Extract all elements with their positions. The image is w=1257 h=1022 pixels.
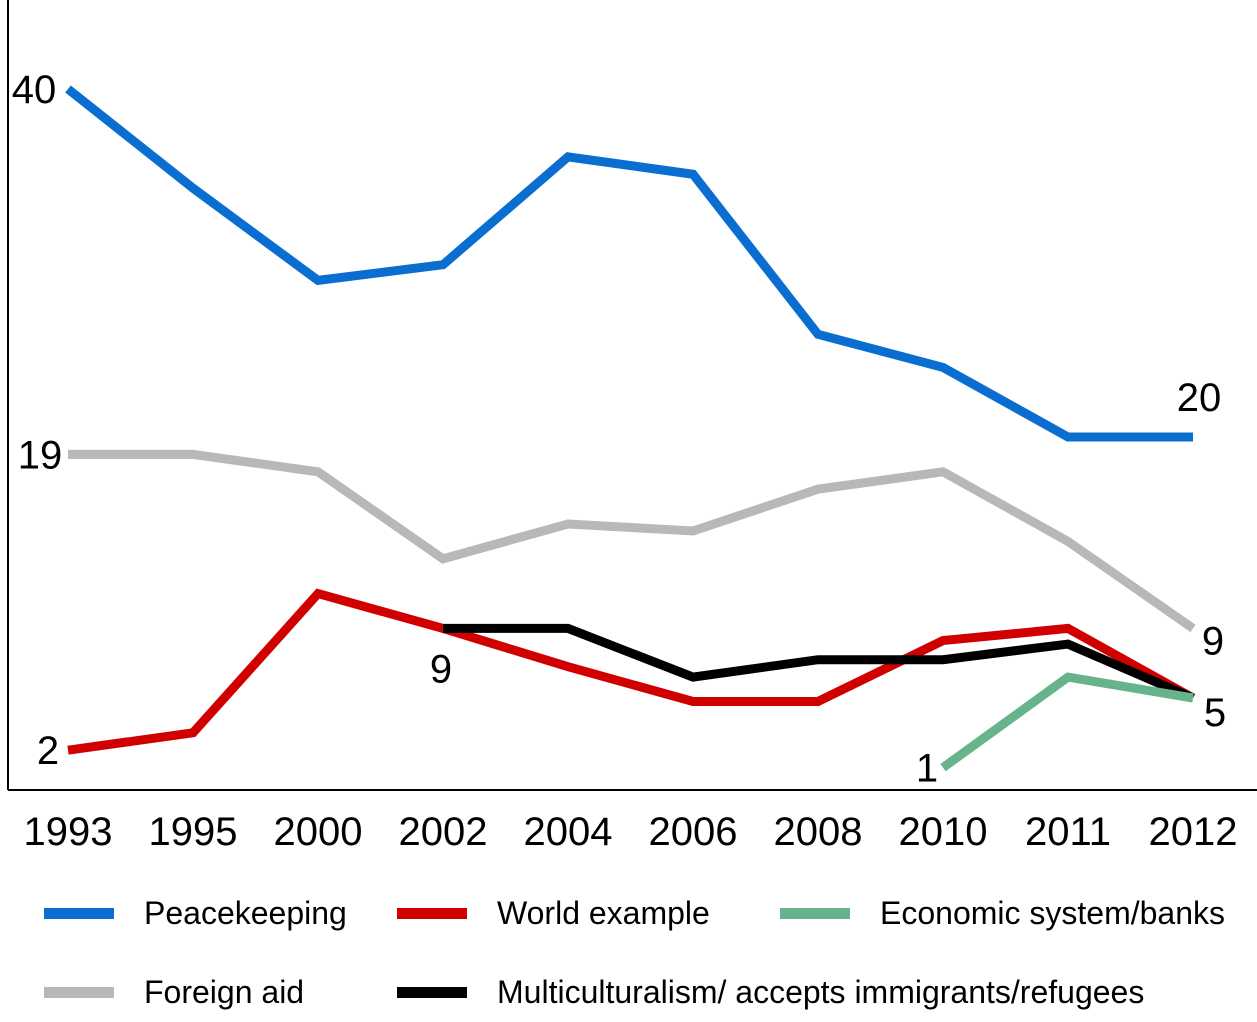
- x-tick-label-2008: 2008: [774, 810, 863, 854]
- legend-label-peacekeeping: Peacekeeping: [144, 894, 347, 931]
- x-tick-label-2006: 2006: [649, 810, 738, 854]
- data-label-peacekeeping-1993: 40: [12, 68, 57, 112]
- series-line-multiculturalism-accepts-immigrants-refugees: [443, 623, 1195, 703]
- line-chart: 1993 1995 2000 2002 2004 2006 2008 2010 2011 2012…: [7, 0, 1257, 854]
- data-label-multiculturalism-accepts-immigrants-refugees-2002: 9: [430, 647, 452, 691]
- x-tick-label-1995: 1995: [149, 810, 238, 854]
- legend-label-foreign-aid: Foreign aid: [144, 973, 305, 1010]
- x-tick-label-2011: 2011: [1025, 810, 1111, 854]
- x-tick-label-2000: 2000: [274, 810, 363, 854]
- legend-swatch-multiculturalism: [397, 986, 467, 998]
- data-label-peacekeeping-2012: 20: [1177, 376, 1222, 420]
- x-tick-labels: 1993 1995 2000 2002 2004 2006 2008 2010 2011 2012: [24, 810, 1238, 854]
- legend-item-peacekeeping: Peacekeeping: [44, 883, 347, 943]
- legend-swatch-peacekeeping: [44, 907, 114, 919]
- legend: Peacekeeping World example Economic syst…: [0, 870, 1257, 1012]
- x-tick-label-2010: 2010: [899, 810, 988, 854]
- series-line-foreign-aid: [68, 449, 1196, 633]
- legend-swatch-foreign-aid: [44, 986, 114, 998]
- data-label-foreign-aid-1993: 19: [18, 433, 63, 477]
- legend-swatch-world-example: [397, 907, 467, 919]
- x-tick-label-2004: 2004: [524, 810, 613, 854]
- legend-label-economic-system: Economic system/banks: [880, 894, 1226, 931]
- series-line-economic-system-banks: [940, 672, 1194, 772]
- series-layer: [65, 85, 1196, 772]
- x-tick-label-2012: 2012: [1149, 810, 1238, 854]
- data-label-world-example-1993: 2: [37, 729, 59, 773]
- legend-item-multiculturalism: Multiculturalism/ accepts immigrants/ref…: [397, 962, 1144, 1022]
- data-label-economic-system-banks-2010: 1: [916, 747, 938, 791]
- data-label-foreign-aid-2012: 9: [1202, 619, 1224, 663]
- legend-label-world-example: World example: [497, 894, 710, 931]
- legend-swatch-economic-system: [780, 907, 850, 919]
- data-labels: 40 20 19 9 2 9 1 5: [12, 68, 1226, 791]
- x-tick-label-2002: 2002: [399, 810, 488, 854]
- series-line-world-example: [67, 588, 1196, 755]
- legend-item-economic-system: Economic system/banks: [780, 883, 1225, 943]
- legend-item-foreign-aid: Foreign aid: [44, 962, 304, 1022]
- series-line-peacekeeping: [65, 85, 1193, 442]
- data-label-economic-system-banks-2012: 5: [1204, 691, 1226, 735]
- x-tick-label-1993: 1993: [24, 810, 113, 854]
- legend-label-multiculturalism: Multiculturalism/ accepts immigrants/ref…: [497, 973, 1145, 1010]
- legend-item-world-example: World example: [397, 883, 710, 943]
